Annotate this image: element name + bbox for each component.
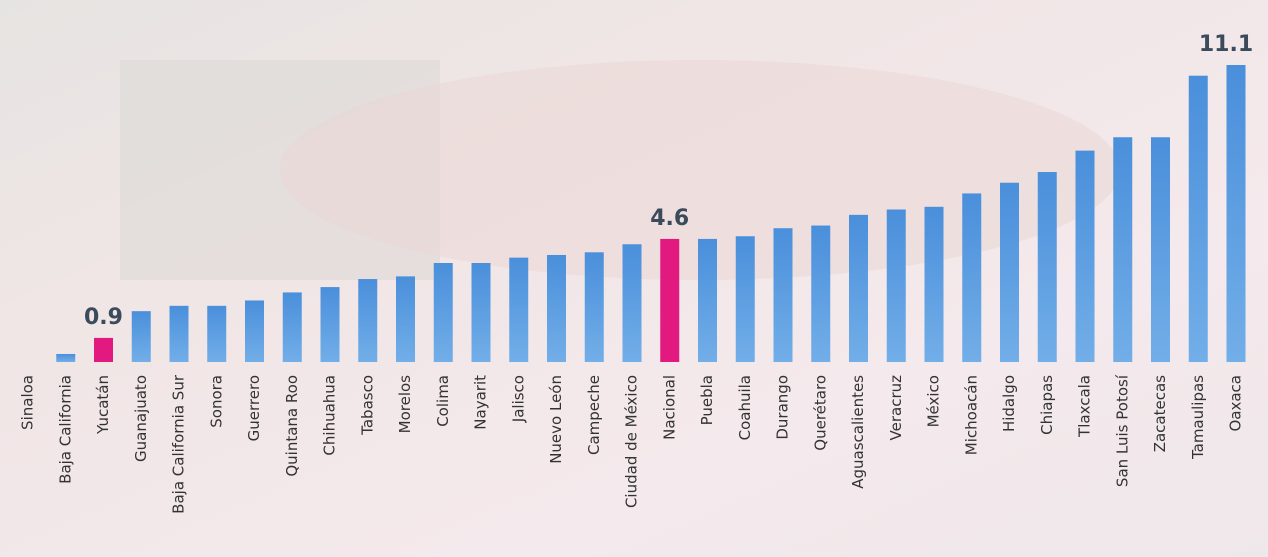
x-tick-label: Guerrero <box>245 375 263 441</box>
bar <box>207 305 227 362</box>
bar <box>56 353 76 362</box>
bar <box>660 238 680 362</box>
bar <box>94 337 113 362</box>
x-tick-label: Michoacán <box>962 375 980 455</box>
x-tick-label: Tabasco <box>358 375 376 436</box>
bar <box>886 209 906 362</box>
x-tick-label: Jalisco <box>509 375 527 423</box>
bar <box>358 279 378 362</box>
bar <box>1151 137 1170 362</box>
bar <box>396 276 415 362</box>
x-tick-label: Hidalgo <box>1000 375 1018 432</box>
bar <box>245 300 264 362</box>
x-tick-label: Guanajuato <box>132 375 150 462</box>
x-tick-label: Colima <box>434 375 452 427</box>
bar <box>1226 65 1246 362</box>
bar <box>1000 182 1019 362</box>
bar <box>773 228 793 362</box>
x-tick-label: Baja California Sur <box>170 374 188 514</box>
x-tick-label: Tlaxcala <box>1076 375 1094 438</box>
bar <box>622 244 642 362</box>
bar <box>735 236 755 362</box>
x-tick-label: Querétaro <box>811 375 829 451</box>
x-tick-label: Nacional <box>660 375 678 440</box>
value-label: 0.9 <box>84 305 123 330</box>
x-tick-label: Morelos <box>396 375 414 434</box>
background-shape <box>280 60 1120 280</box>
bar <box>924 206 944 362</box>
bar <box>282 292 302 362</box>
bar <box>131 311 151 362</box>
bar <box>509 257 529 362</box>
bar <box>1113 137 1133 362</box>
bar <box>1075 150 1095 362</box>
x-tick-label: Puebla <box>698 375 716 425</box>
bar <box>320 287 340 362</box>
x-tick-label: Zacatecas <box>1151 375 1169 452</box>
bar <box>547 254 566 362</box>
x-tick-label: Tamaulipas <box>1189 375 1207 460</box>
x-tick-label: Ciudad de México <box>623 375 641 508</box>
x-tick-label: Baja California <box>56 375 74 484</box>
x-tick-label: Chiapas <box>1038 375 1056 435</box>
x-tick-label: Nayarit <box>472 375 490 430</box>
x-tick-label: Nuevo León <box>547 375 565 464</box>
x-tick-label: Durango <box>774 375 792 440</box>
bar <box>849 214 868 362</box>
bar <box>169 305 189 362</box>
x-tick-label: Sonora <box>207 375 225 428</box>
x-tick-label: San Luis Potosí <box>1113 374 1131 487</box>
value-label: 11.1 <box>1199 32 1253 57</box>
x-tick-label: Coahuila <box>736 375 754 440</box>
bar <box>584 252 604 362</box>
x-tick-label: Yucatán <box>94 375 112 435</box>
bar <box>962 193 982 362</box>
bar <box>433 263 453 362</box>
x-tick-label: Aguascalientes <box>849 375 867 489</box>
bar <box>811 225 831 362</box>
bar <box>1188 75 1208 363</box>
bar <box>698 238 717 362</box>
x-tick-label: Campeche <box>585 375 603 455</box>
x-tick-label: México <box>925 375 943 427</box>
x-tick-label: Quintana Roo <box>283 375 301 477</box>
x-tick-label: Oaxaca <box>1227 375 1245 432</box>
value-label: 4.6 <box>650 206 689 231</box>
x-tick-label: Veracruz <box>887 375 905 441</box>
x-tick-label: Sinaloa <box>19 375 37 430</box>
bar <box>1037 172 1057 362</box>
x-tick-label: Chihuahua <box>321 375 339 456</box>
bar <box>471 263 491 362</box>
